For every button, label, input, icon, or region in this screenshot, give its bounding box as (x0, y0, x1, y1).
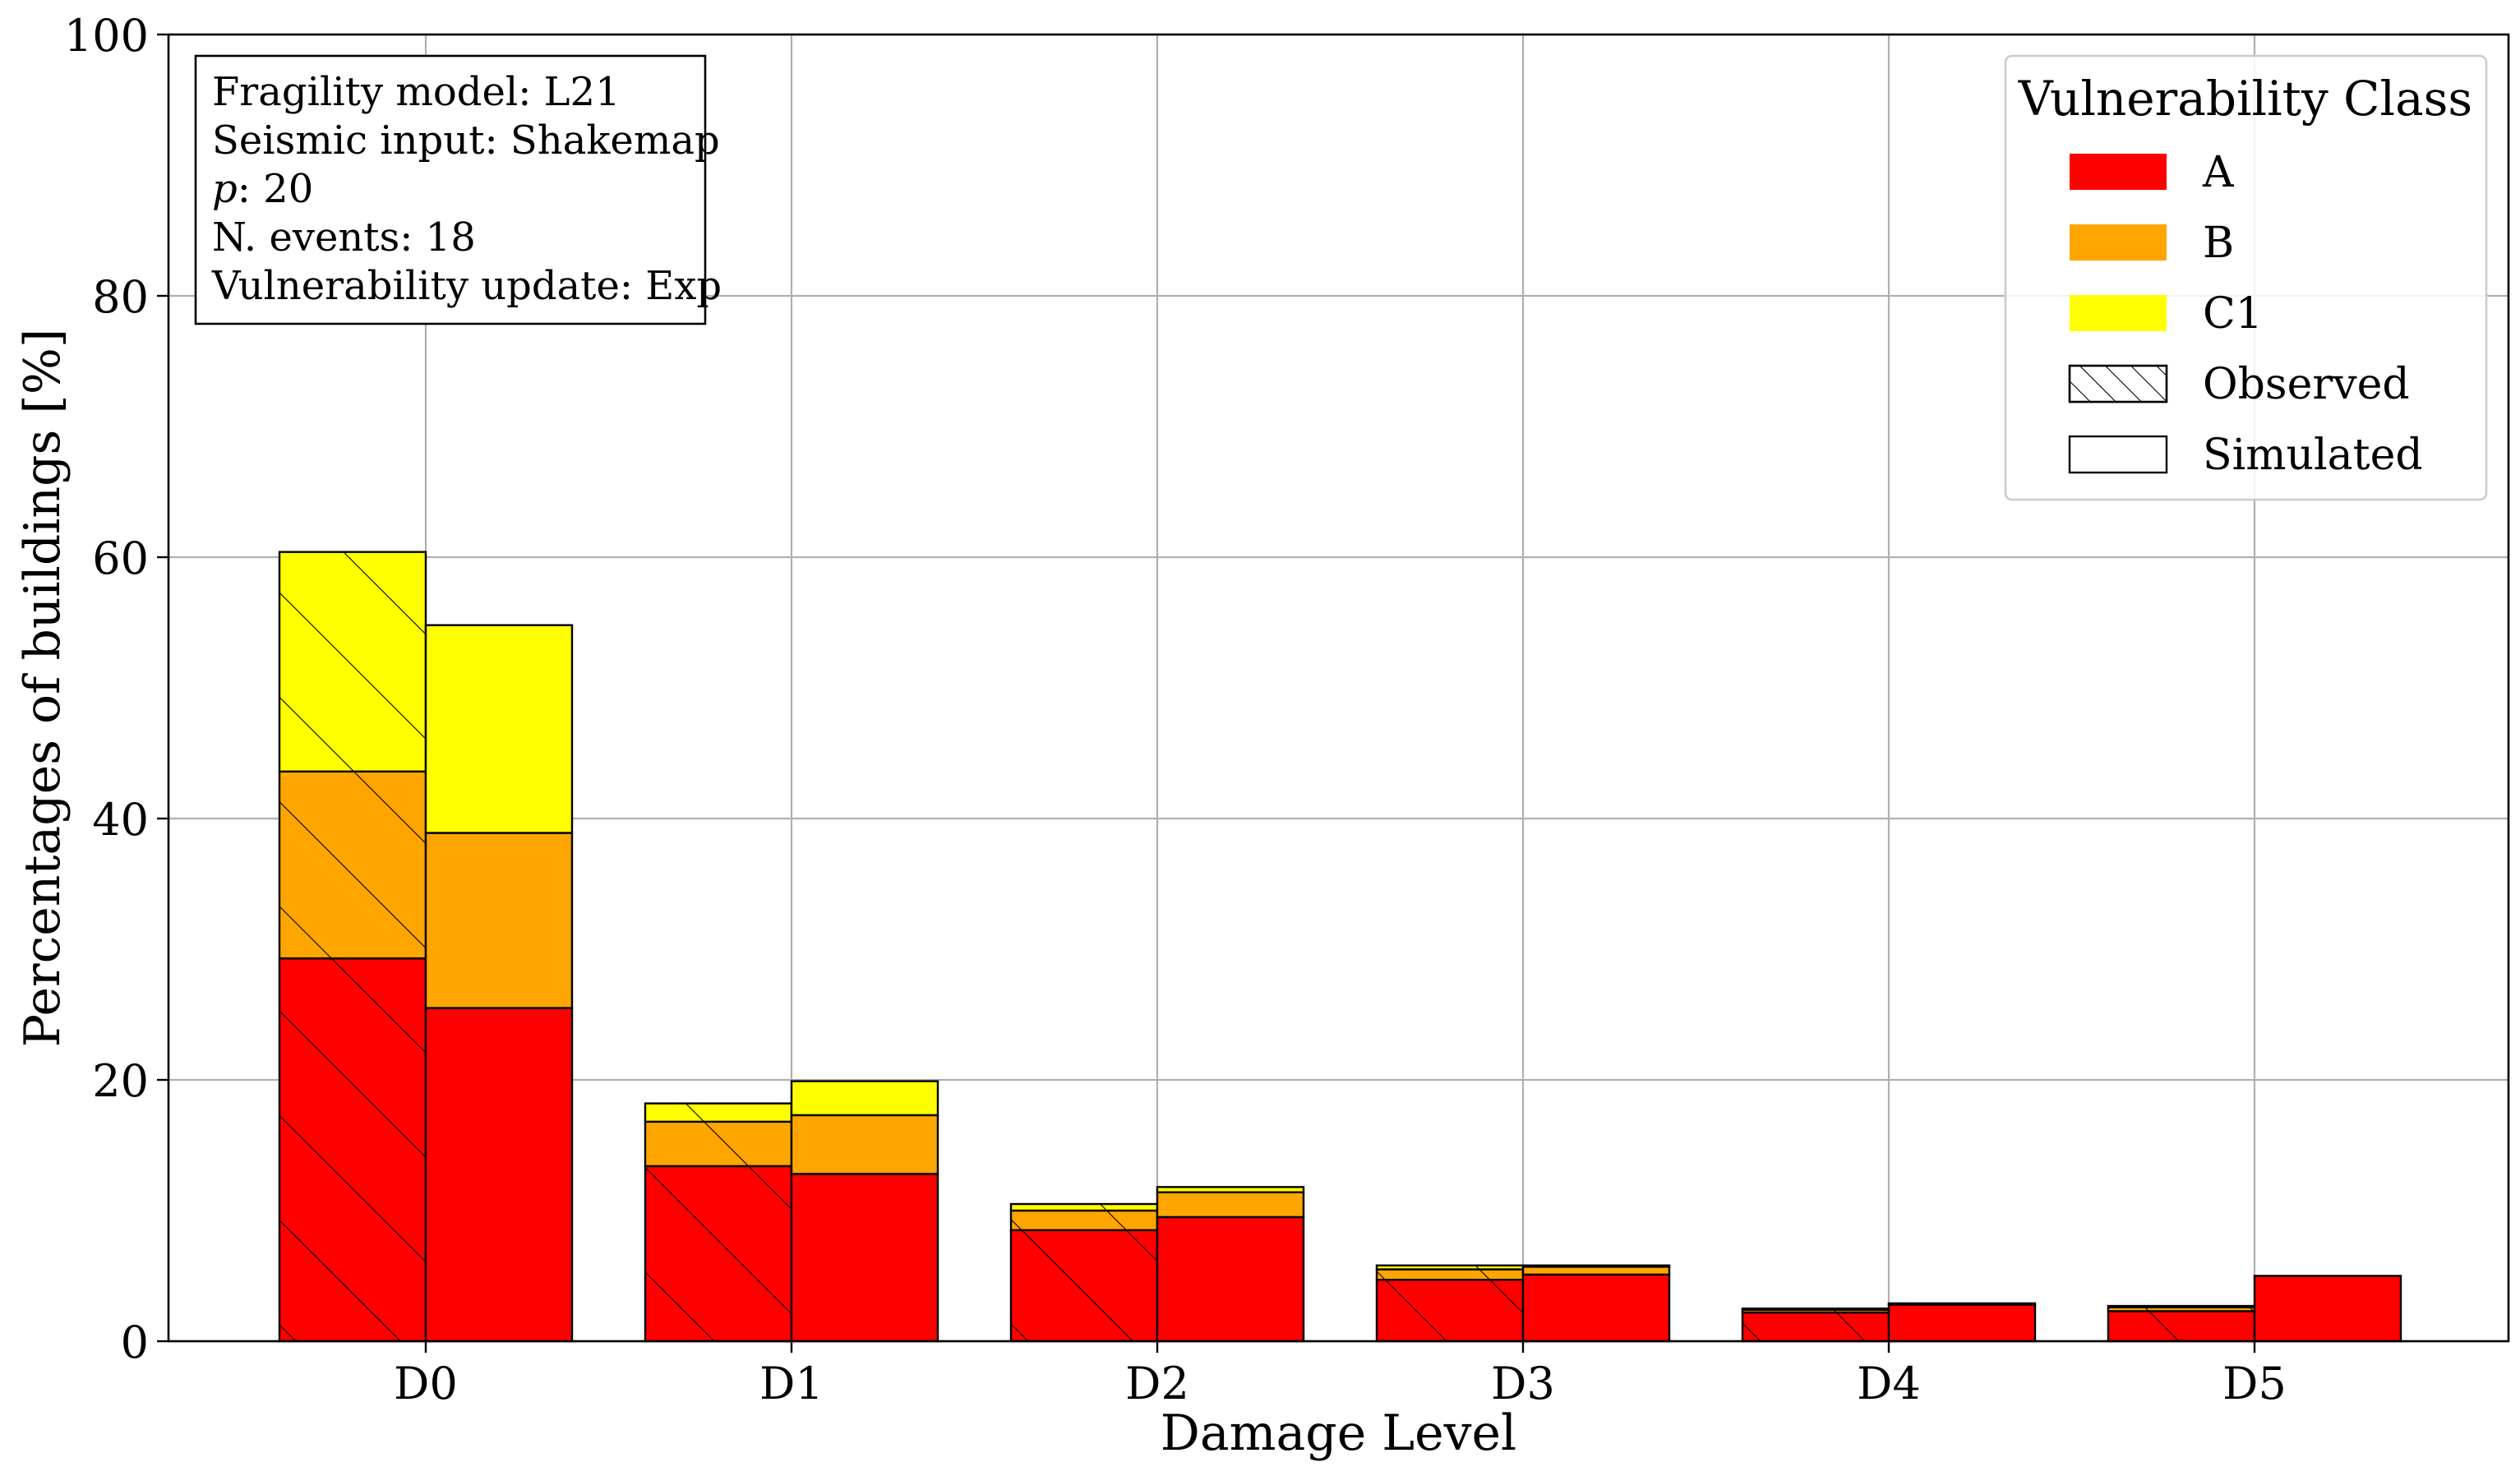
legend-swatch (2070, 154, 2167, 190)
x-tick-label: D1 (759, 1358, 824, 1409)
y-tick-label: 20 (92, 1055, 149, 1107)
x-tick-label: D4 (1857, 1358, 1921, 1409)
bar-simulated-D1-C1 (790, 1080, 939, 1117)
plot-frame (167, 33, 2510, 1343)
x-axis-ticks: D0 D1 D2 D3 D4 D5 (394, 1341, 2287, 1409)
bar-simulated-D0-B (424, 832, 574, 1009)
bar-simulated-D5-A (2253, 1275, 2402, 1343)
legend-swatch (2070, 295, 2167, 331)
bars (278, 551, 2402, 1343)
bar-simulated-D0-C1 (424, 624, 574, 834)
y-tick-label: 40 (92, 794, 149, 846)
bar-simulated-D4-A (1887, 1303, 2037, 1343)
bar-simulated-D0-A (424, 1007, 574, 1343)
y-axis-label: Percentages of buildings [%] (14, 329, 72, 1047)
legend-title: Vulnerability Class (2018, 71, 2472, 127)
y-tick-label: 0 (121, 1317, 149, 1368)
annotation-line: p: 20 (212, 166, 313, 212)
legend-label: A (2202, 148, 2235, 197)
bar-simulated-D2-A (1156, 1215, 1305, 1343)
legend-label: B (2203, 219, 2234, 268)
bar-simulated-D3-C1 (1521, 1264, 1671, 1268)
annotation-line: Fragility model: L21 (212, 69, 621, 115)
bar-hatch (1377, 1280, 1523, 1341)
bar-hatch (1742, 1312, 1889, 1341)
y-axis-ticks: 0 20 40 60 80 100 (64, 10, 168, 1368)
y-tick-label: 60 (92, 533, 149, 584)
y-tick-label: 80 (92, 271, 149, 323)
x-tick-label: D3 (1491, 1358, 1555, 1409)
y-tick-label: 100 (64, 10, 149, 62)
bar-hatch (645, 1121, 792, 1166)
bar-hatch (645, 1103, 792, 1122)
bar-hatch (645, 1165, 792, 1341)
bar-hatch (1011, 1229, 1157, 1341)
legend-label: C1 (2203, 289, 2263, 339)
legend-swatch (2070, 224, 2167, 261)
bar-simulated-D2-B (1156, 1191, 1305, 1219)
bar-simulated-D3-A (1521, 1273, 1671, 1343)
x-tick-label: D5 (2222, 1358, 2287, 1409)
bar-hatch (1377, 1269, 1523, 1280)
annotation-line: Vulnerability update: Exp (211, 263, 722, 309)
bar-simulated-D2-C1 (1156, 1186, 1305, 1193)
bar-hatch (1011, 1211, 1157, 1230)
legend-label: Observed (2203, 360, 2410, 409)
bar-hatch (279, 958, 426, 1341)
x-tick-label: D2 (1125, 1358, 1189, 1409)
bar-hatch (279, 771, 426, 959)
x-tick-label: D0 (394, 1358, 458, 1409)
annotation-line: N. events: 18 (212, 214, 476, 261)
legend-swatch-hatch (2068, 364, 2168, 404)
bar-hatch (1742, 1309, 1889, 1313)
annotation-frame (194, 54, 707, 325)
legend-swatch (2068, 435, 2168, 474)
bar-hatch (1011, 1204, 1157, 1211)
bar-simulated-D4-B (1887, 1302, 2037, 1306)
bar-hatch (1377, 1265, 1523, 1270)
legend-label: Simulated (2203, 431, 2423, 480)
bar-hatch (279, 551, 426, 772)
annotation-line: Seismic input: Shakemap (212, 118, 720, 164)
bar-simulated-D3-B (1521, 1266, 1671, 1276)
legend: Vulnerability Class AB C1 Observed Simulated (2004, 54, 2488, 501)
bar-simulated-D1-B (790, 1114, 939, 1175)
bar-hatch (1742, 1308, 1889, 1310)
x-axis-label: Damage Level (1161, 1405, 1516, 1462)
bar-hatch (2108, 1306, 2255, 1308)
bar-simulated-D1-A (790, 1173, 939, 1343)
bar-hatch (2108, 1307, 2255, 1312)
bar-hatch (2108, 1311, 2255, 1341)
